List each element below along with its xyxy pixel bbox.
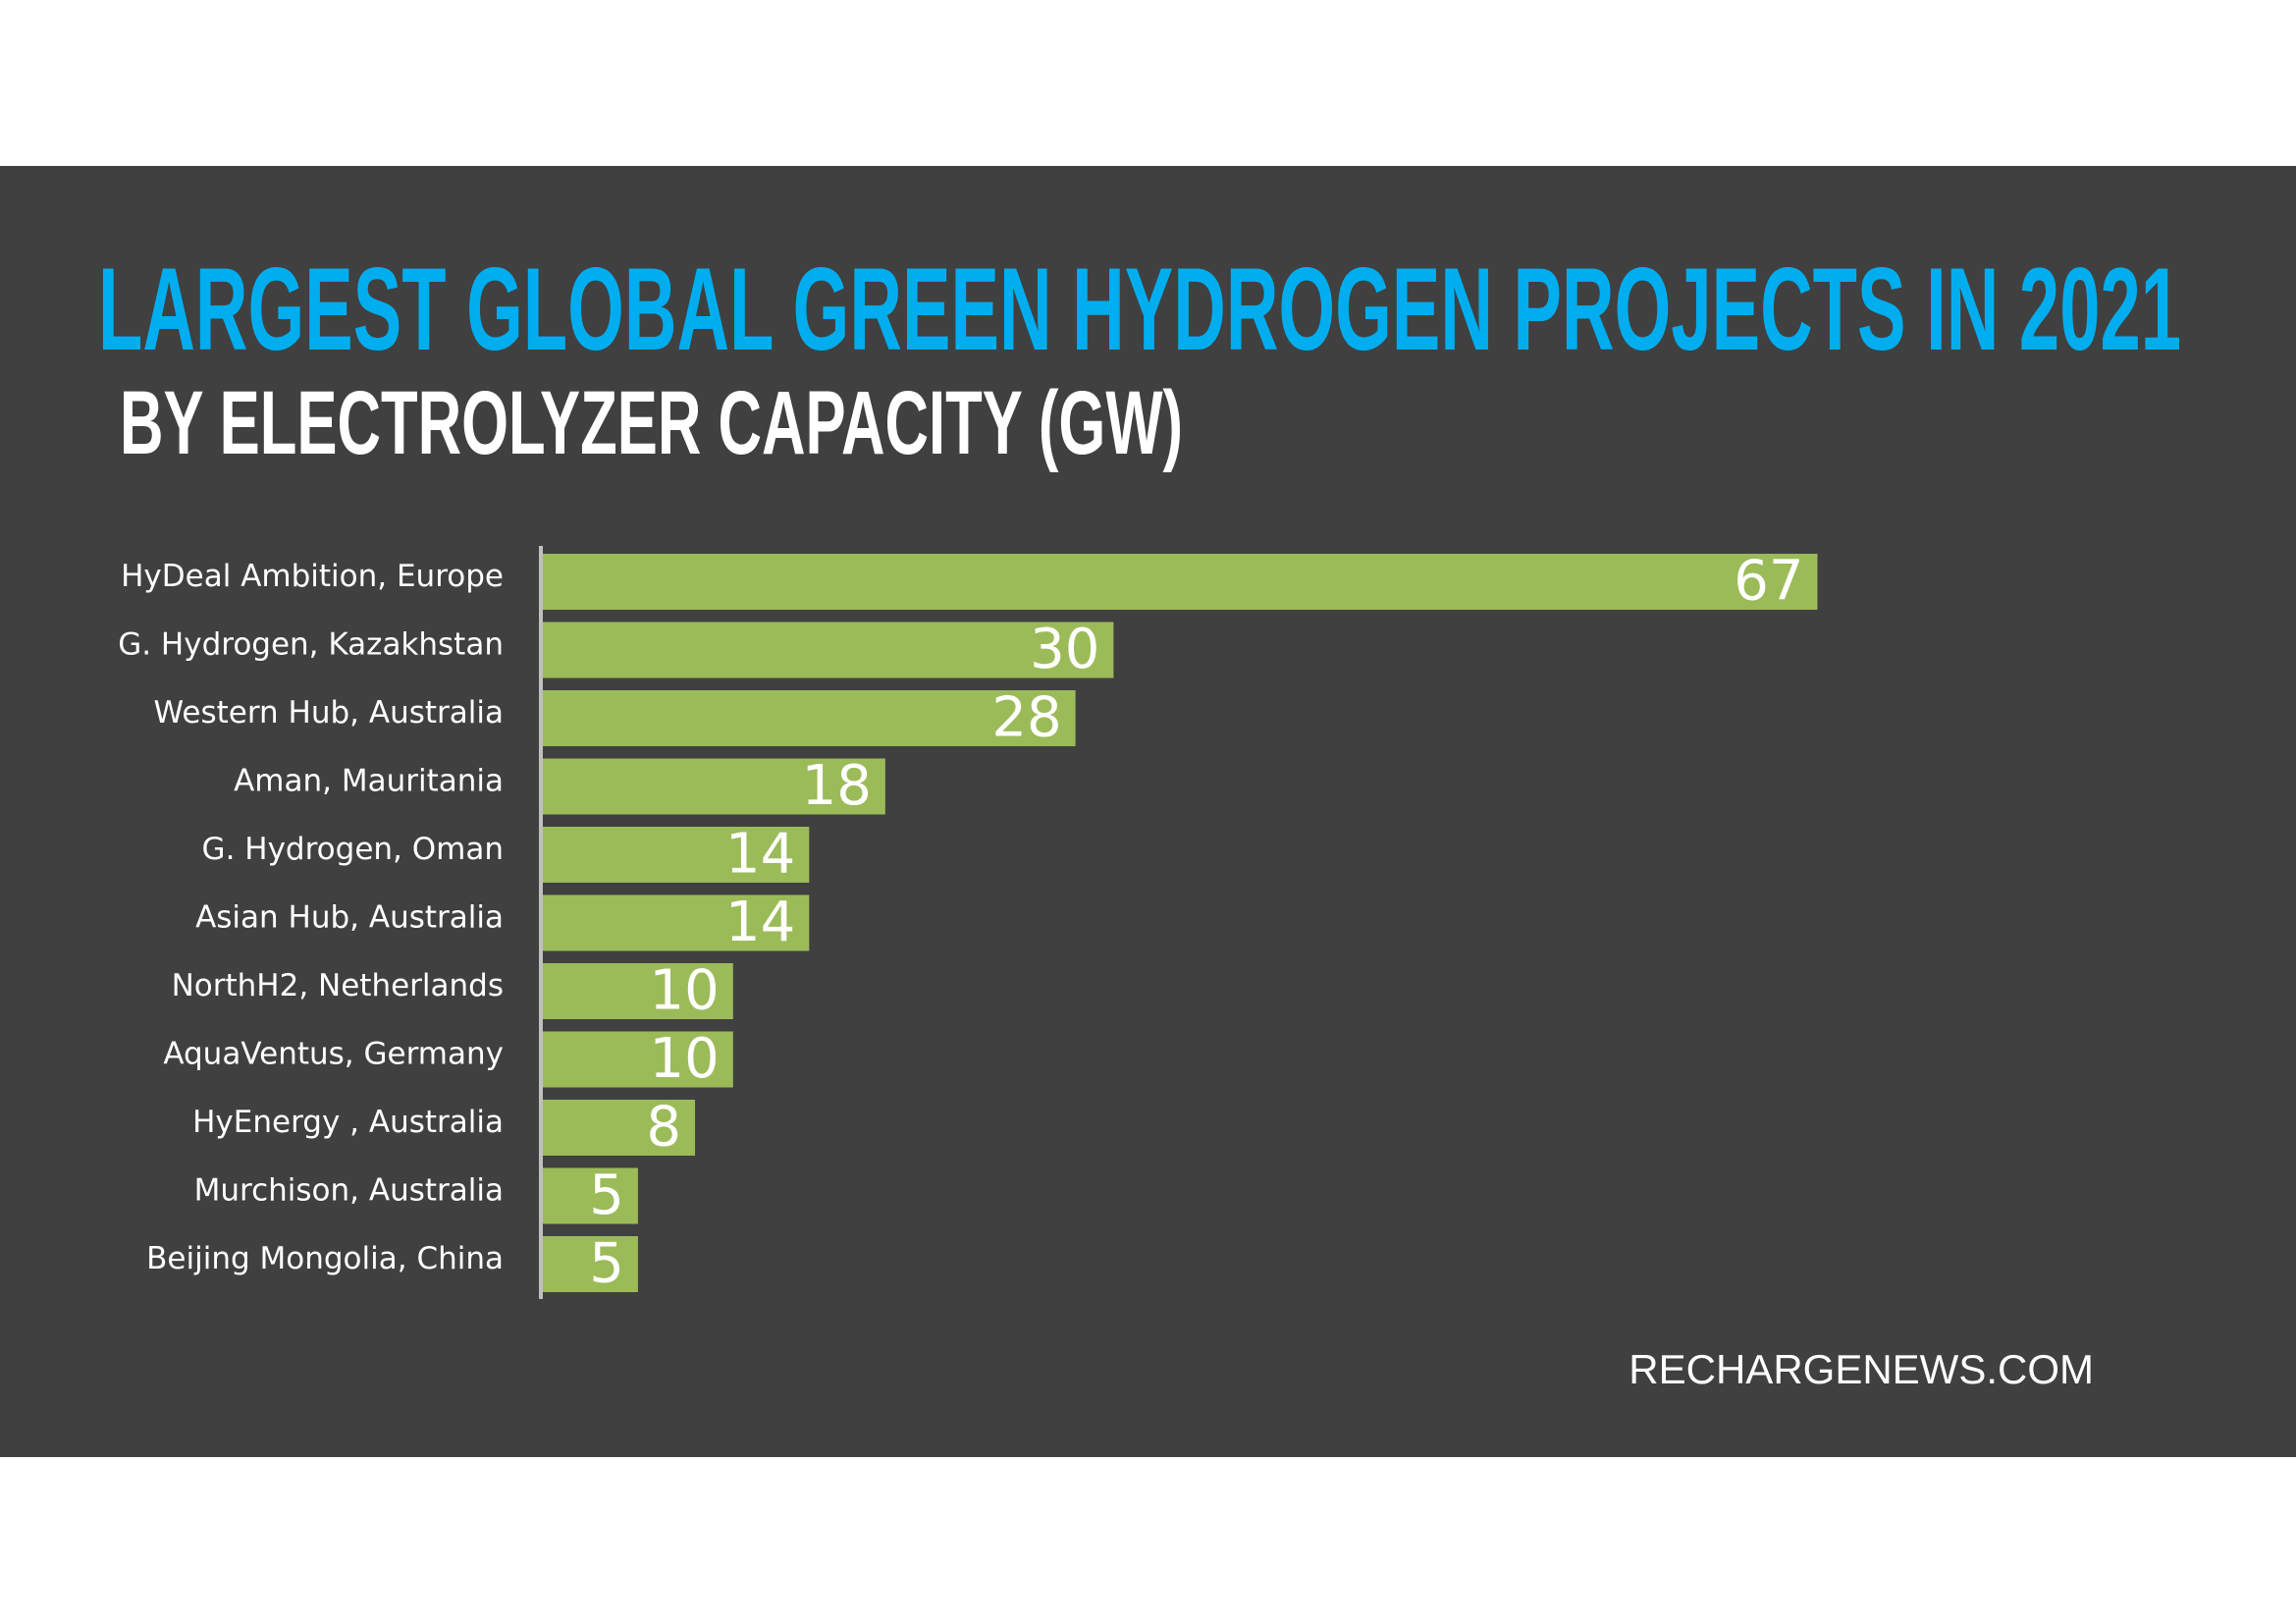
value-label: 14 (725, 823, 795, 887)
bar (543, 758, 885, 815)
bar (543, 1236, 638, 1292)
bar (543, 1167, 638, 1224)
chart-title: LARGEST GLOBAL GREEN HYDROGEN PROJECTS I… (98, 244, 2181, 375)
bar (543, 963, 733, 1019)
category-label: G. Hydrogen, Kazakhstan (118, 627, 504, 663)
category-label: G. Hydrogen, Oman (202, 832, 504, 867)
value-label: 8 (646, 1096, 681, 1160)
bar (543, 622, 1114, 678)
value-label: 67 (1734, 550, 1803, 614)
category-label: AquaVentus, Germany (163, 1037, 504, 1072)
bar (543, 1031, 733, 1088)
category-label: NorthH2, Netherlands (172, 968, 504, 1003)
category-label: HyDeal Ambition, Europe (121, 559, 504, 594)
category-label: Murchison, Australia (194, 1173, 504, 1209)
bar (543, 554, 1818, 610)
value-label: 28 (991, 686, 1061, 750)
category-label: Asian Hub, Australia (195, 900, 504, 936)
category-label: Western Hub, Australia (154, 695, 504, 731)
bar (543, 690, 1076, 746)
source-label: RECHARGENEWS.COM (1629, 1346, 2094, 1392)
value-label: 14 (725, 891, 795, 954)
chart-subtitle: BY ELECTROLYZER CAPACITY (GW) (120, 373, 1183, 473)
category-label: Beijing Mongolia, China (146, 1241, 504, 1276)
value-label: 18 (802, 754, 872, 818)
value-label: 30 (1030, 618, 1099, 681)
background-band (0, 166, 2296, 1457)
category-label: HyEnergy , Australia (192, 1105, 504, 1140)
value-label: 10 (650, 959, 720, 1023)
value-label: 10 (650, 1027, 720, 1091)
value-label: 5 (589, 1232, 624, 1296)
value-label: 5 (589, 1164, 624, 1227)
category-label: Aman, Mauritania (234, 764, 504, 799)
bar (543, 827, 810, 883)
bar (543, 894, 810, 951)
bar (543, 1100, 696, 1156)
